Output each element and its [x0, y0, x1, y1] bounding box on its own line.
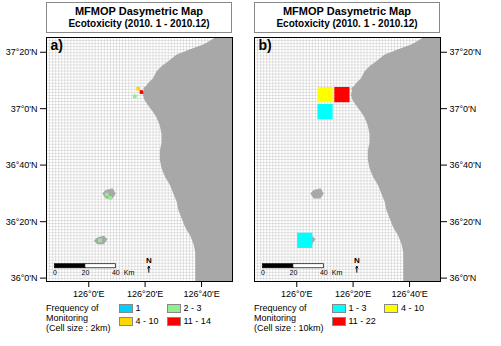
html-text:1 - 3: 1 - 3: [348, 303, 367, 313]
svg-text:126°0'E: 126°0'E: [281, 289, 312, 299]
html-text:1: 1: [135, 303, 141, 313]
html-text:Frequency of Monitoring (Cell: Frequency of Monitoring (Cell size : 10k…: [254, 303, 324, 333]
svg-text:37°0'N: 37°0'N: [11, 104, 38, 114]
svg-text:36°0'N: 36°0'N: [450, 273, 477, 283]
svg-text:36°0'N: 36°0'N: [11, 273, 38, 283]
svg-text:20: 20: [289, 269, 297, 276]
html-text:MFMOP Dasymetric Map: MFMOP Dasymetric Map: [74, 5, 204, 17]
svg-text:N: N: [354, 256, 360, 265]
svg-text:126°0'E: 126°0'E: [73, 289, 104, 299]
svg-text:36°20'N: 36°20'N: [450, 217, 482, 227]
svg-text:20: 20: [81, 269, 89, 276]
svg-text:N: N: [146, 256, 152, 265]
html-text:11 - 22: 11 - 22: [348, 316, 376, 326]
html-text:11 - 14: 11 - 14: [183, 316, 211, 326]
svg-text:a): a): [51, 37, 63, 53]
svg-text:36°40'N: 36°40'N: [450, 160, 482, 170]
svg-text:126°40'E: 126°40'E: [183, 289, 219, 299]
html-text:Ecotoxicity (2010. 1 - 2010.12: Ecotoxicity (2010. 1 - 2010.12): [68, 18, 210, 29]
html-text:2 - 3: 2 - 3: [183, 303, 202, 313]
svg-text:36°20'N: 36°20'N: [6, 217, 38, 227]
svg-text:Km: Km: [332, 269, 343, 276]
svg-text:Km: Km: [124, 269, 135, 276]
svg-text:37°20'N: 37°20'N: [6, 47, 38, 57]
svg-text:0: 0: [261, 269, 265, 276]
svg-text:0: 0: [53, 269, 57, 276]
html-text:4 - 10: 4 - 10: [135, 316, 159, 326]
svg-text:37°0'N: 37°0'N: [450, 104, 477, 114]
svg-text:40: 40: [112, 269, 120, 276]
html-text:Frequency of Monitoring (Cell: Frequency of Monitoring (Cell size : 2km…: [46, 303, 111, 333]
svg-text:126°20'E: 126°20'E: [335, 289, 371, 299]
html-text:Ecotoxicity (2010. 1 - 2010.12: Ecotoxicity (2010. 1 - 2010.12): [276, 18, 418, 29]
svg-text:126°40'E: 126°40'E: [391, 289, 427, 299]
html-text:MFMOP Dasymetric Map: MFMOP Dasymetric Map: [282, 5, 412, 17]
svg-text:37°20'N: 37°20'N: [450, 47, 482, 57]
svg-text:40: 40: [320, 269, 328, 276]
svg-text:36°40'N: 36°40'N: [6, 160, 38, 170]
svg-text:b): b): [259, 37, 272, 53]
svg-text:126°20'E: 126°20'E: [127, 289, 163, 299]
html-text:4 - 10: 4 - 10: [400, 303, 424, 313]
